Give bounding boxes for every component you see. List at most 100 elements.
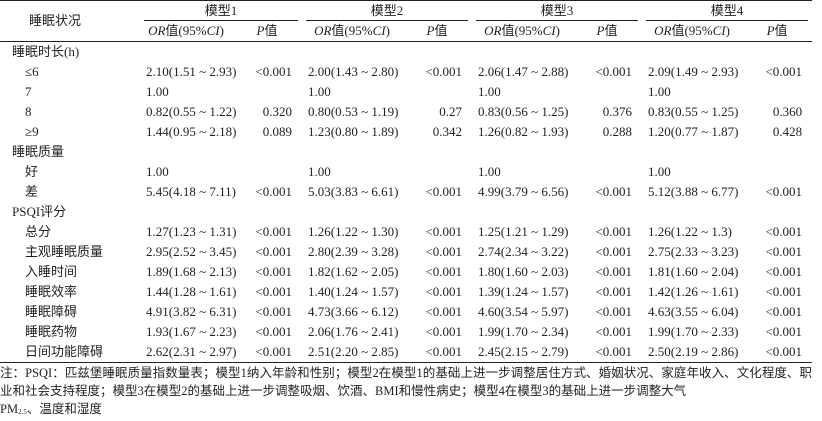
or-ci-cell: 4.73(3.66 ~ 6.12) — [308, 304, 399, 319]
row-label: 好 — [25, 164, 39, 179]
p-value-cell: <0.001 — [425, 284, 463, 299]
p-value-cell: 0.376 — [602, 104, 633, 119]
p-value-cell — [572, 202, 642, 222]
p-value-cell: <0.001 — [255, 284, 293, 299]
p-value-cell: <0.001 — [425, 304, 463, 319]
or-ci-cell: 1.00 — [478, 164, 501, 179]
p-value-cell: <0.001 — [255, 344, 293, 359]
p-value-cell: <0.001 — [595, 284, 633, 299]
table-row: 入睡时间 1.89(1.68 ~ 2.13) <0.001 1.82(1.62 ~ 2… — [0, 262, 812, 282]
or-ci-cell — [302, 142, 402, 162]
p-value-cell: 0.342 — [432, 124, 463, 139]
p-value-cell: <0.001 — [425, 324, 463, 339]
or-ci-cell: 2.75(2.33 ~ 3.23) — [648, 244, 739, 259]
or-ci-cell: 1.20(0.77 ~ 1.87) — [648, 124, 739, 139]
or-ci-cell: 0.83(0.55 ~ 1.25) — [648, 104, 739, 119]
or-ci-header: OR值(95%CI) — [654, 23, 730, 38]
or-ci-cell: 5.12(3.88 ~ 6.77) — [648, 184, 739, 199]
p-value-cell: <0.001 — [425, 224, 463, 239]
p-value-header: P值 — [596, 23, 618, 38]
or-ci-cell: 2.80(2.39 ~ 3.28) — [308, 244, 399, 259]
or-ci-cell: 1.25(1.21 ~ 1.29) — [478, 224, 569, 239]
p-value-cell — [402, 42, 472, 63]
or-ci-cell — [140, 42, 232, 63]
or-ci-cell: 1.26(0.82 ~ 1.93) — [478, 124, 569, 139]
p-value-cell: <0.001 — [255, 224, 293, 239]
p-value-cell: <0.001 — [765, 244, 803, 259]
p-value-cell — [742, 82, 812, 102]
or-ci-cell: 1.00 — [648, 84, 671, 99]
or-ci-cell: 4.60(3.54 ~ 5.97) — [478, 304, 569, 319]
or-ci-cell — [302, 42, 402, 63]
table-row: 8 0.82(0.55 ~ 1.22) 0.320 0.80(0.53 ~ 1.19)… — [0, 102, 812, 122]
or-ci-cell: 2.95(2.52 ~ 3.45) — [146, 244, 237, 259]
p-value-cell: <0.001 — [595, 184, 633, 199]
model-2-header: 模型2 — [302, 1, 472, 21]
row-label: 睡眠效率 — [25, 284, 78, 299]
or-ci-cell — [642, 42, 742, 63]
row-label: 日间功能障碍 — [25, 344, 104, 359]
or-ci-cell — [472, 202, 572, 222]
or-ci-cell: 5.45(4.18 ~ 7.11) — [146, 184, 236, 199]
p-value-cell: <0.001 — [595, 264, 633, 279]
p-value-cell: <0.001 — [595, 344, 633, 359]
or-ci-cell: 2.51(2.20 ~ 2.85) — [308, 344, 399, 359]
or-ci-cell — [472, 142, 572, 162]
model-1-header: 模型1 — [140, 1, 302, 21]
p-value-cell: <0.001 — [765, 264, 803, 279]
table-row: 总分 1.27(1.23 ~ 1.31) <0.001 1.26(1.22 ~ 1.3… — [0, 222, 812, 242]
p-value-cell: <0.001 — [765, 304, 803, 319]
row-label: 差 — [25, 184, 39, 199]
or-ci-cell: 2.06(1.76 ~ 2.41) — [308, 324, 399, 339]
note-tail: 、温度和湿度 — [26, 402, 102, 416]
or-ci-cell: 1.00 — [308, 84, 331, 99]
or-ci-cell: 4.63(3.55 ~ 6.04) — [648, 304, 739, 319]
row-label: 睡眠质量 — [12, 144, 65, 159]
or-ci-cell: 1.23(0.80 ~ 1.89) — [308, 124, 399, 139]
or-ci-cell: 1.44(1.28 ~ 1.61) — [146, 284, 237, 299]
table-note: 注：PSQI：匹兹堡睡眠质量指数量表；模型1纳入年龄和性别；模型2在模型1的基础… — [0, 364, 812, 421]
p-value-cell: <0.001 — [255, 304, 293, 319]
p-value-cell: <0.001 — [765, 344, 803, 359]
table-row: 睡眠效率 1.44(1.28 ~ 1.61) <0.001 1.40(1.24 ~ 1… — [0, 282, 812, 302]
p-value-cell: <0.001 — [765, 324, 803, 339]
p-value-cell — [402, 142, 472, 162]
p-value-cell — [232, 162, 302, 182]
table-row: ≥9 1.44(0.95 ~ 2.18) 0.089 1.23(0.80 ~ 1.89… — [0, 122, 812, 142]
p-value-cell — [402, 162, 472, 182]
p-value-cell: <0.001 — [425, 184, 463, 199]
or-ci-cell: 1.82(1.62 ~ 2.05) — [308, 264, 399, 279]
p-value-cell — [742, 142, 812, 162]
p-value-cell — [232, 142, 302, 162]
or-ci-cell: 0.80(0.53 ~ 1.19) — [308, 104, 399, 119]
p-value-cell: <0.001 — [255, 184, 293, 199]
or-ci-cell: 5.03(3.83 ~ 6.61) — [308, 184, 399, 199]
note-text: 注：PSQI：匹兹堡睡眠质量指数量表；模型1纳入年龄和性别；模型2在模型1的基础… — [0, 366, 812, 398]
or-ci-cell — [642, 142, 742, 162]
or-ci-cell: 2.06(1.47 ~ 2.88) — [478, 64, 569, 79]
or-ci-cell: 1.99(1.70 ~ 2.33) — [648, 324, 739, 339]
table-row: 睡眠药物 1.93(1.67 ~ 2.23) <0.001 2.06(1.76 ~ 2… — [0, 322, 812, 342]
or-ci-cell: 2.09(1.49 ~ 2.93) — [648, 64, 739, 79]
or-ci-cell: 2.74(2.34 ~ 3.22) — [478, 244, 569, 259]
group-row: 睡眠质量 — [0, 142, 812, 162]
p-value-cell: <0.001 — [425, 344, 463, 359]
p-value-header: P值 — [766, 23, 788, 38]
p-value-cell: <0.001 — [595, 324, 633, 339]
or-ci-cell — [140, 142, 232, 162]
or-ci-cell: 1.27(1.23 ~ 1.31) — [146, 224, 237, 239]
or-ci-cell: 1.93(1.67 ~ 2.23) — [146, 324, 237, 339]
or-ci-cell: 1.80(1.60 ~ 2.03) — [478, 264, 569, 279]
table-row: ≤6 2.10(1.51 ~ 2.93) <0.001 2.00(1.43 ~ 2.8… — [0, 62, 812, 82]
p-value-cell: 0.428 — [772, 124, 803, 139]
or-ci-cell: 1.00 — [146, 164, 169, 179]
or-ci-cell: 2.50(2.19 ~ 2.86) — [648, 344, 739, 359]
p-value-cell: <0.001 — [765, 284, 803, 299]
row-label: 入睡时间 — [25, 264, 78, 279]
p-value-cell — [572, 82, 642, 102]
row-label: 总分 — [25, 224, 52, 239]
row-label: 主观睡眠质量 — [25, 244, 104, 259]
row-label: 7 — [25, 84, 32, 99]
p-value-cell: <0.001 — [595, 244, 633, 259]
p-value-cell — [742, 162, 812, 182]
